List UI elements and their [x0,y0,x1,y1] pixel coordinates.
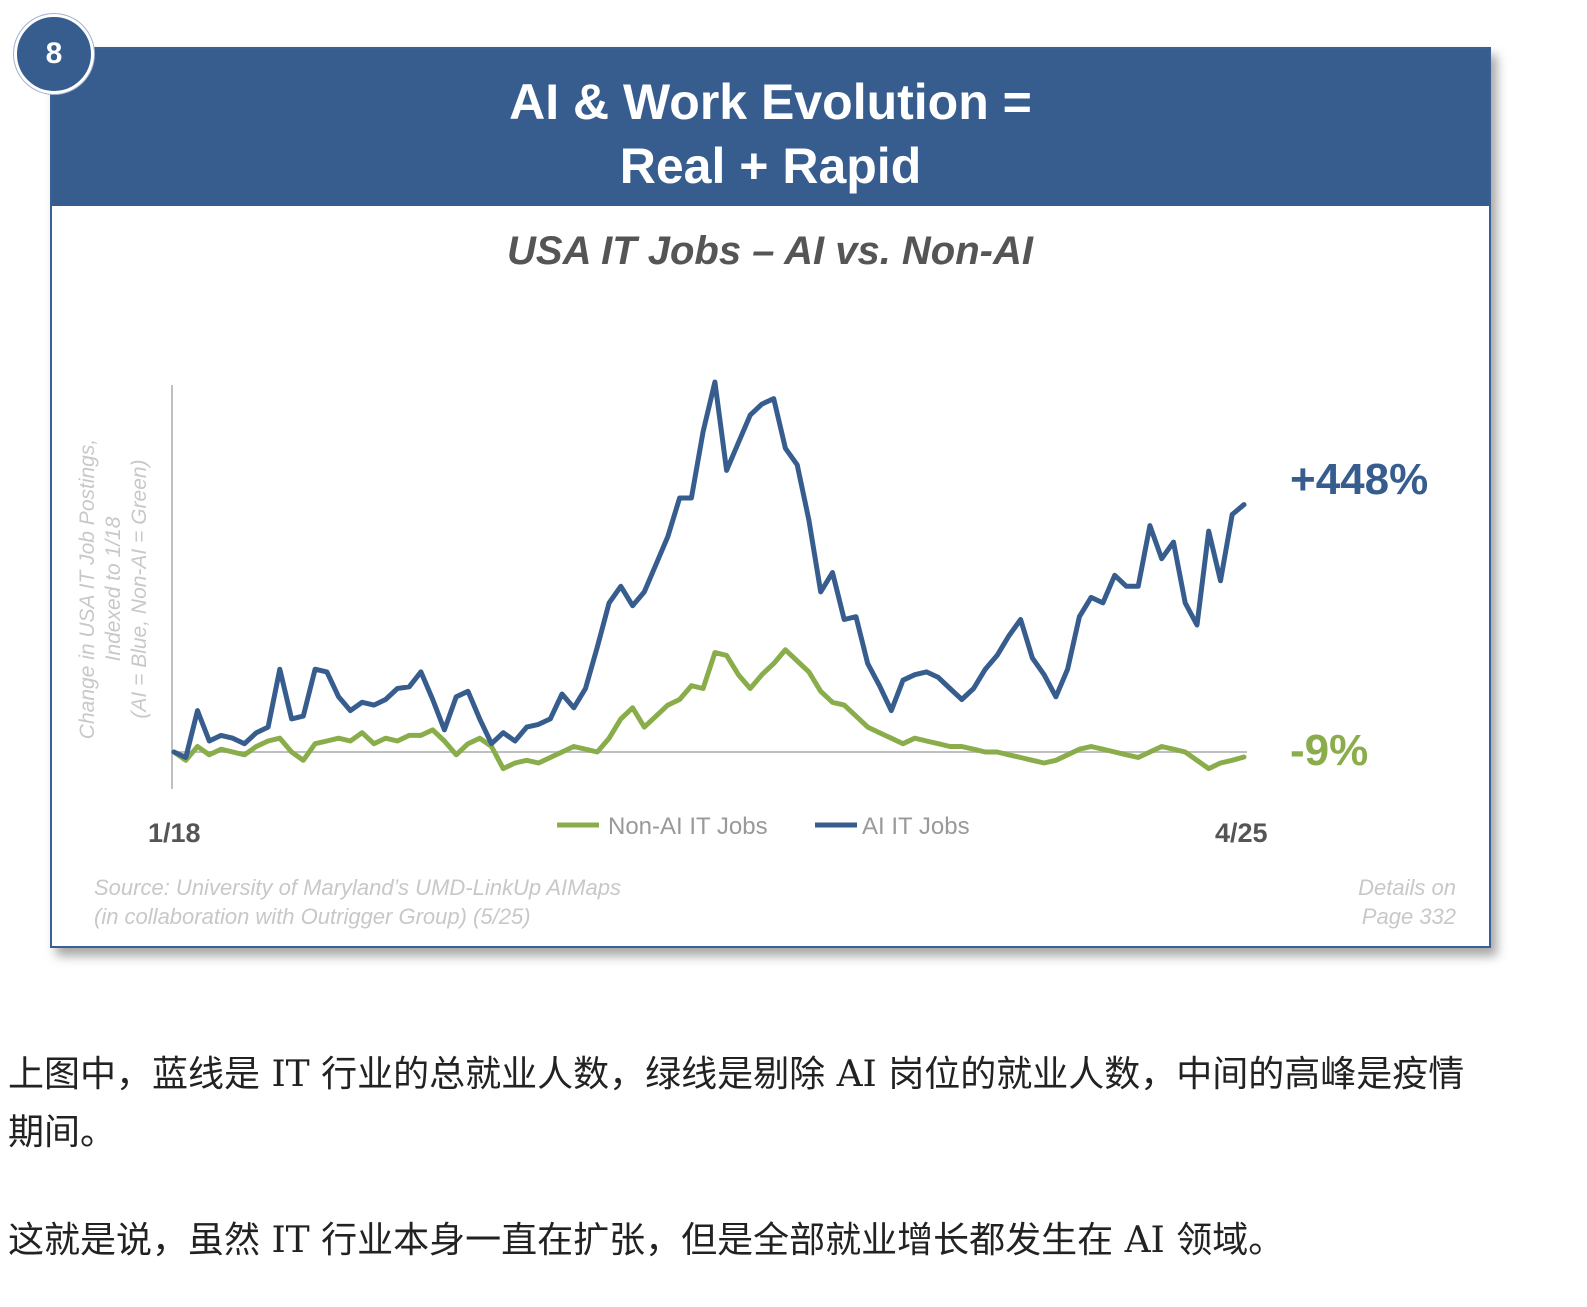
line-chart: USA IT Jobs – AI vs. Non-AI Change in US… [76,229,1456,929]
source-line-1: Source: University of Maryland’s UMD-Lin… [94,875,621,900]
ai-end-label: +448% [1290,455,1428,504]
slide-number-badge: 8 [14,14,94,94]
banner-title-line-1: AI & Work Evolution = [509,74,1032,130]
y-axis-label: Change in USA IT Job Postings, Indexed t… [76,439,151,739]
legend: Non-AI IT Jobs AI IT Jobs [557,813,970,840]
x-start-label: 1/18 [148,818,201,848]
legend-label-ai: AI IT Jobs [862,813,970,840]
details-line-2: Page 332 [1362,904,1456,929]
chart-title: USA IT Jobs – AI vs. Non-AI [507,229,1034,273]
non-ai-end-label: -9% [1290,726,1368,775]
article-paragraph-1: 上图中，蓝线是 IT 行业的总就业人数，绿线是剔除 AI 岗位的就业人数，中间的… [8,1046,1464,1162]
non-ai-it-jobs-line [171,647,1247,772]
ai-it-jobs-line [171,379,1247,760]
chart-card: AI & Work Evolution = Real + Rapid USA I… [50,47,1491,948]
article-paragraph-1-line-2: 期间。 [8,1112,117,1153]
article-paragraph-1-line-1: 上图中，蓝线是 IT 行业的总就业人数，绿线是剔除 AI 岗位的就业人数，中间的… [8,1054,1465,1095]
legend-label-non-ai: Non-AI IT Jobs [608,813,768,840]
banner-title-line-2: Real + Rapid [619,138,922,194]
y-axis-label-line-1: Change in USA IT Job Postings, [76,439,99,739]
article-paragraph-2: 这就是说，虽然 IT 行业本身一直在扩张，但是全部就业增长都发生在 AI 领域。 [8,1220,1285,1261]
series-layer [171,379,1247,772]
title-banner: AI & Work Evolution = Real + Rapid [52,49,1489,206]
y-axis-label-line-3: (AI = Blue, Non-AI = Green) [128,459,151,718]
x-end-label: 4/25 [1215,818,1268,848]
source-line-2: (in collaboration with Outrigger Group) … [94,904,531,929]
y-axis-label-line-2: Indexed to 1/18 [102,516,125,661]
details-line-1: Details on [1358,875,1456,900]
